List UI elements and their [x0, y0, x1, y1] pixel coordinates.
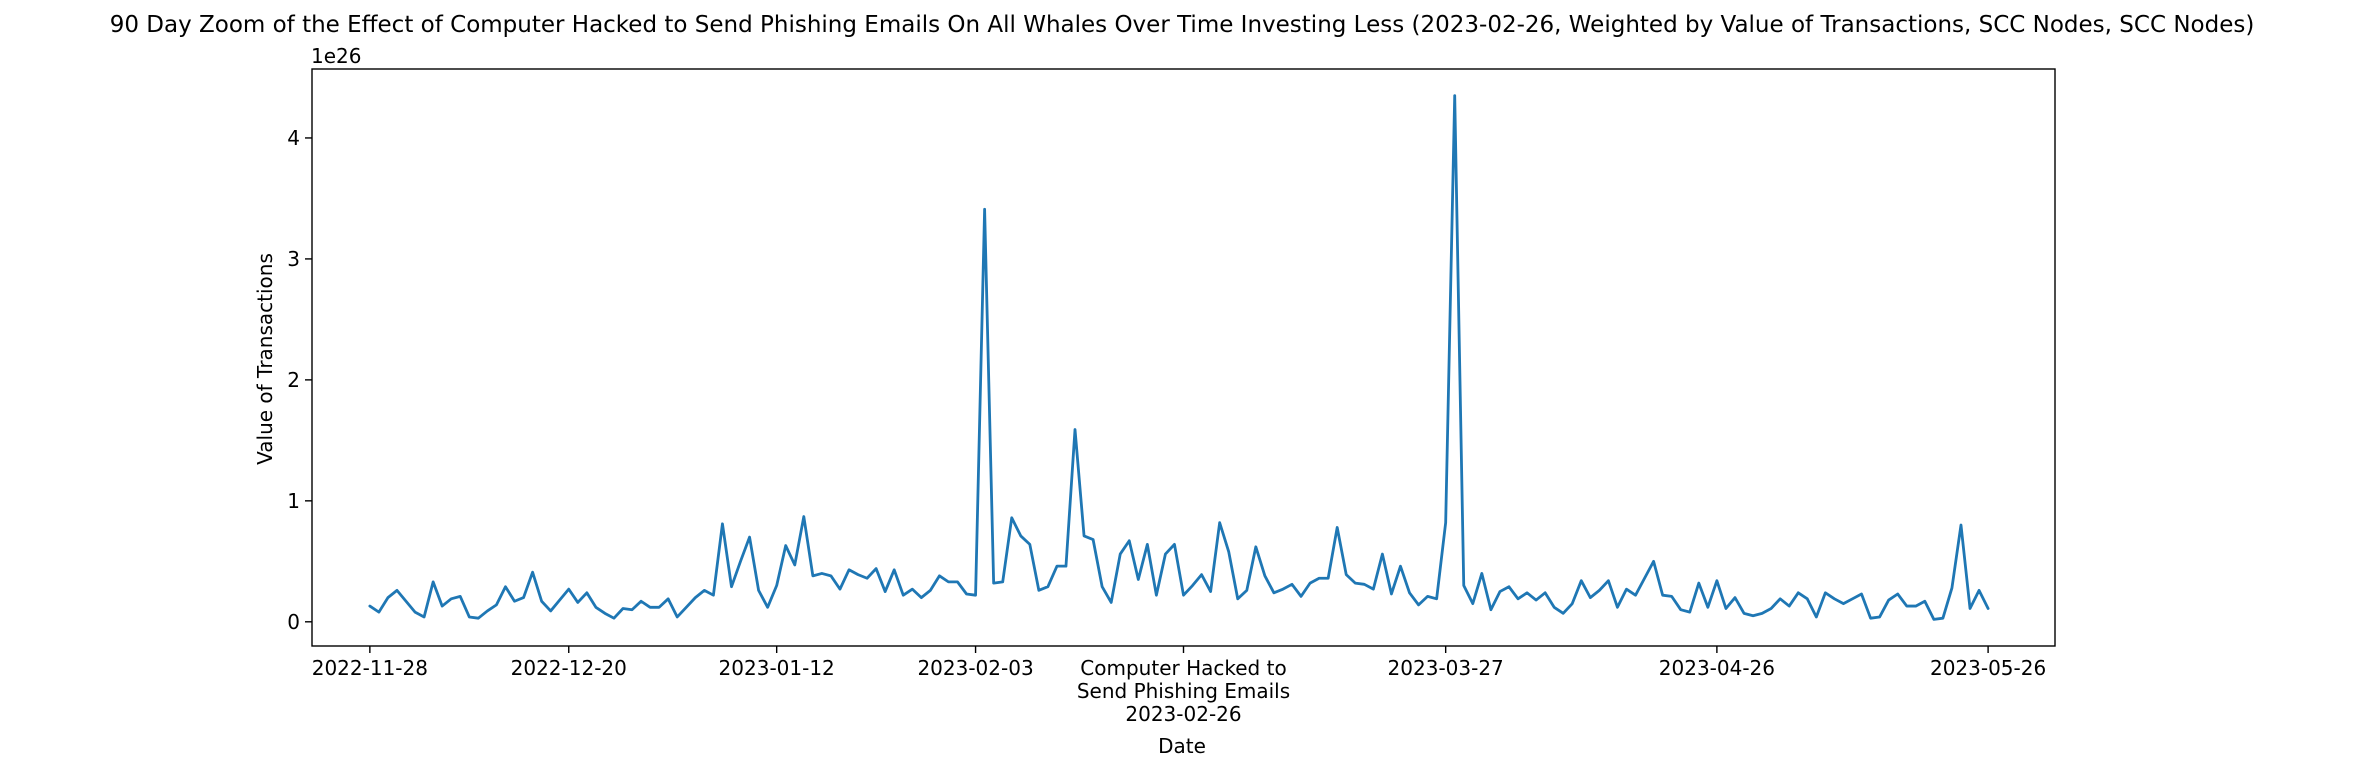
data-series-line [368, 94, 1990, 621]
x-axis-label: Date [1158, 734, 1206, 758]
x-tick-label: Computer Hacked to Send Phishing Emails 20… [1077, 656, 1290, 726]
y-axis-ticks: 0 1 2 3 4 [287, 126, 312, 634]
y-tick-label: 0 [287, 610, 300, 634]
plot-area-frame [311, 68, 2056, 647]
chart-title: 90 Day Zoom of the Effect of Computer Ha… [110, 12, 2255, 38]
x-tick-label: 2022-12-20 [511, 656, 627, 680]
y-tick-label: 3 [287, 247, 300, 271]
x-tick-label: 2023-05-26 [1930, 656, 2046, 680]
y-tick-label: 4 [287, 126, 300, 150]
x-tick-label: 2023-03-27 [1388, 656, 1504, 680]
x-axis-ticks: 2022-11-28 2022-12-20 2023-01-12 2023-02-03… [312, 646, 2046, 726]
x-tick-label: 2022-11-28 [312, 656, 428, 680]
x-tick-label: 2023-02-03 [917, 656, 1033, 680]
y-tick-label: 1 [287, 489, 300, 513]
y-axis-label: Value of Transactions [253, 253, 277, 465]
x-tick-label: 2023-01-12 [719, 656, 835, 680]
x-tick-label: 2023-04-26 [1659, 656, 1775, 680]
y-tick-label: 2 [287, 368, 300, 392]
y-axis-exponent-label: 1e26 [311, 44, 361, 68]
